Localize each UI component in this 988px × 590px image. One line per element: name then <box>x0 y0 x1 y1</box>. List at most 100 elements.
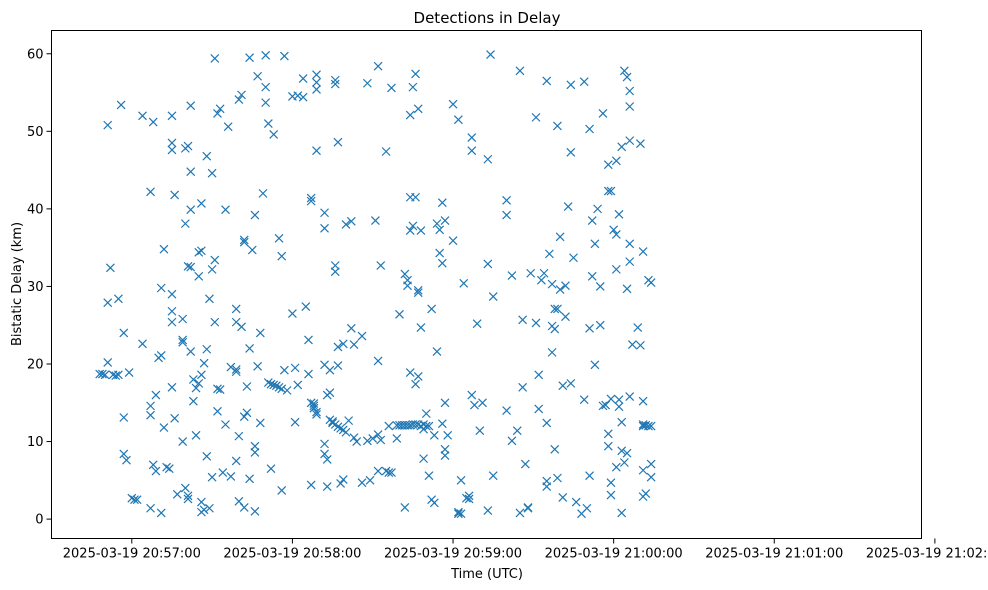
data-points <box>95 50 656 519</box>
data-point-marker <box>373 61 383 71</box>
data-point-marker <box>644 421 653 431</box>
data-point-marker <box>440 444 450 454</box>
data-point-marker <box>146 187 155 197</box>
data-point-marker <box>325 388 335 398</box>
data-point-marker <box>263 119 273 128</box>
data-point-marker <box>245 53 255 63</box>
data-point-marker <box>119 328 129 338</box>
data-point-marker <box>488 292 498 301</box>
data-point-marker <box>333 422 343 432</box>
data-point-marker <box>113 294 123 304</box>
data-point-marker <box>293 91 303 101</box>
data-point-marker <box>566 378 576 388</box>
data-point-marker <box>207 472 217 482</box>
data-point-marker <box>625 102 635 111</box>
data-point-marker <box>234 431 244 441</box>
data-point-marker <box>239 237 249 247</box>
data-point-marker <box>486 50 495 59</box>
data-point-marker <box>194 378 204 388</box>
data-point-marker <box>622 72 632 82</box>
data-point-marker <box>456 509 466 519</box>
data-point-marker <box>413 285 423 295</box>
data-point-marker <box>550 324 560 334</box>
data-point-marker <box>427 304 437 314</box>
data-point-marker <box>312 85 321 94</box>
data-point-marker <box>357 478 367 488</box>
data-point-marker <box>598 109 608 118</box>
data-point-marker <box>306 196 316 206</box>
data-point-marker <box>215 385 225 395</box>
data-point-marker <box>207 168 217 178</box>
y-tick-label: 30 <box>27 280 44 295</box>
data-point-marker <box>167 382 177 392</box>
data-point-marker <box>435 248 445 258</box>
data-point-marker <box>421 409 431 419</box>
data-point-marker <box>603 160 613 170</box>
data-point-marker <box>373 356 383 366</box>
data-point-marker <box>138 111 147 121</box>
data-point-marker <box>210 53 220 63</box>
data-point-marker <box>416 226 426 236</box>
data-point-marker <box>156 283 166 293</box>
data-point-marker <box>502 195 512 205</box>
data-point-marker <box>162 462 172 472</box>
data-point-marker <box>542 76 552 86</box>
data-point-marker <box>309 403 319 413</box>
data-point-marker <box>563 202 573 211</box>
data-point-marker <box>387 468 396 478</box>
data-point-marker <box>344 416 354 426</box>
data-point-marker <box>119 449 129 459</box>
data-point-marker <box>507 436 517 446</box>
data-point-marker <box>413 104 423 114</box>
data-point-marker <box>625 239 635 249</box>
data-point-marker <box>405 226 415 236</box>
data-point-marker <box>536 275 546 285</box>
plot-frame <box>51 30 922 539</box>
data-point-marker <box>167 138 177 148</box>
data-point-marker <box>587 216 597 225</box>
data-point-marker <box>614 395 624 405</box>
data-point-marker <box>279 51 289 61</box>
data-point-marker <box>245 344 255 353</box>
data-point-marker <box>186 167 196 177</box>
data-point-marker <box>274 382 284 392</box>
data-point-marker <box>502 210 512 220</box>
data-point-marker <box>336 423 346 433</box>
data-point-marker <box>205 503 214 513</box>
data-point-marker <box>478 398 487 408</box>
data-point-marker <box>432 347 442 357</box>
data-point-marker <box>266 464 276 474</box>
data-point-marker <box>609 225 619 235</box>
data-point-marker <box>598 401 608 411</box>
data-point-marker <box>617 446 627 456</box>
data-point-marker <box>178 437 188 446</box>
data-point-marker <box>239 235 249 245</box>
y-tick-label: 60 <box>27 47 44 62</box>
data-point-marker <box>395 309 404 319</box>
data-point-marker <box>453 509 463 519</box>
data-point-marker <box>333 137 343 147</box>
data-point-marker <box>196 246 206 256</box>
data-point-marker <box>186 101 196 111</box>
data-point-marker <box>635 139 645 149</box>
data-point-marker <box>221 205 230 215</box>
x-axis: 2025-03-19 20:57:00 2025-03-19 20:58:00 20… <box>63 538 988 562</box>
data-point-marker <box>279 365 289 375</box>
data-point-marker <box>411 420 420 429</box>
data-point-marker <box>638 420 648 429</box>
data-point-marker <box>611 264 621 274</box>
data-point-marker <box>625 257 635 267</box>
data-point-marker <box>312 146 321 156</box>
data-point-marker <box>290 417 300 427</box>
data-point-marker <box>242 382 252 391</box>
data-point-marker <box>590 360 600 370</box>
data-point-marker <box>333 342 343 352</box>
data-point-marker <box>405 110 415 120</box>
data-point-marker <box>443 430 453 440</box>
data-point-marker <box>202 451 212 461</box>
data-point-marker <box>132 495 142 505</box>
data-point-marker <box>242 408 252 418</box>
data-point-marker <box>561 312 570 322</box>
data-point-marker <box>111 371 121 381</box>
data-point-marker <box>448 236 458 246</box>
